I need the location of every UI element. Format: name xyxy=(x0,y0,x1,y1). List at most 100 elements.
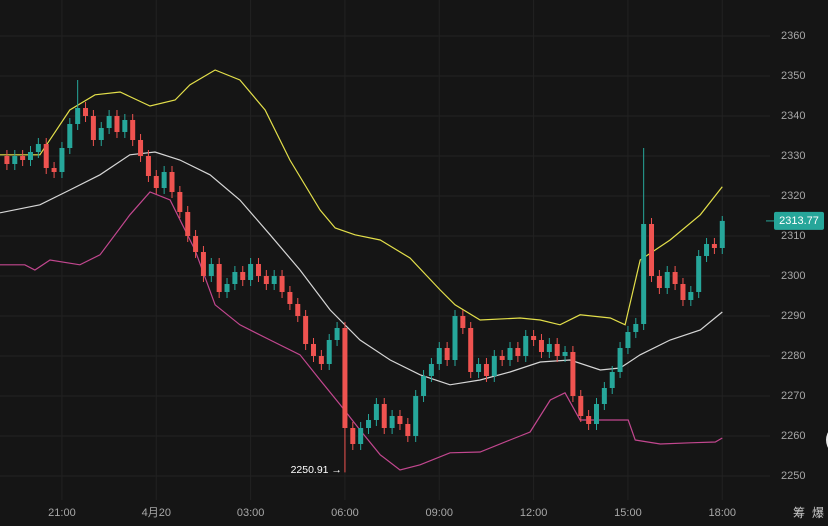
candle-body xyxy=(672,272,678,284)
y-tick-label: 2270 xyxy=(781,390,805,402)
candle-body xyxy=(310,344,316,356)
candle-body xyxy=(263,276,269,284)
candle-body xyxy=(601,388,607,404)
candle-body xyxy=(491,356,497,376)
candle-body xyxy=(12,156,18,164)
candle-body xyxy=(664,272,670,288)
candle-body xyxy=(633,324,639,332)
candle-body xyxy=(507,348,513,360)
candle-body xyxy=(153,176,159,188)
candle-body xyxy=(216,264,222,292)
y-tick-label: 2340 xyxy=(781,110,805,122)
candle-body xyxy=(185,212,191,236)
candle-body xyxy=(656,276,662,288)
candle-body xyxy=(177,192,183,212)
candle-body xyxy=(122,120,128,132)
candle-body xyxy=(680,284,686,300)
y-tick-label: 2330 xyxy=(781,150,805,162)
candle-body xyxy=(586,416,592,424)
candle-body xyxy=(130,120,136,140)
y-tick-label: 2310 xyxy=(781,230,805,242)
candle-body xyxy=(318,356,324,364)
y-tick-label: 2350 xyxy=(781,70,805,82)
x-tick-label: 21:00 xyxy=(48,507,76,519)
band-line xyxy=(0,191,723,471)
candle-body xyxy=(287,292,293,304)
candle-body xyxy=(145,156,151,176)
candle-body xyxy=(59,148,65,172)
x-tick-label: 03:00 xyxy=(237,507,265,519)
candle-body xyxy=(43,144,49,168)
x-tick-label: 09:00 xyxy=(426,507,454,519)
y-tick-label: 2280 xyxy=(781,350,805,362)
candle-body xyxy=(240,272,246,280)
candle-body xyxy=(649,224,655,276)
candle-body xyxy=(334,328,340,340)
candle-body xyxy=(593,404,599,424)
candle-body xyxy=(397,416,403,424)
candle-body xyxy=(452,316,458,360)
candle-body xyxy=(98,128,104,140)
candle-body xyxy=(208,264,214,276)
low-annotation: 2250.91 → xyxy=(291,464,342,476)
price-tag xyxy=(774,211,824,230)
candle-body xyxy=(625,332,631,348)
candle-body xyxy=(342,328,348,428)
candle-body xyxy=(358,428,364,444)
candle-body xyxy=(688,292,694,300)
band-line xyxy=(0,151,723,386)
band-line xyxy=(0,69,723,326)
candle-body xyxy=(538,340,544,352)
candle-body xyxy=(366,420,372,428)
x-tick-label: 15:00 xyxy=(614,507,642,519)
candle-body xyxy=(75,108,81,124)
y-tick-label: 2320 xyxy=(781,190,805,202)
candle-body xyxy=(562,352,568,356)
candle-body xyxy=(704,244,710,256)
candle-body xyxy=(106,116,112,128)
candle-body xyxy=(413,396,419,436)
candle-body xyxy=(719,220,725,248)
candle-body xyxy=(428,364,434,376)
candle-body xyxy=(554,344,560,356)
candle-body xyxy=(193,236,199,252)
candle-body xyxy=(326,340,332,364)
y-tick-label: 2300 xyxy=(781,270,805,282)
candle-body xyxy=(483,364,489,376)
candle-body xyxy=(114,116,120,132)
x-tick-label: 12:00 xyxy=(520,507,548,519)
candle-body xyxy=(83,108,89,116)
candle-body xyxy=(232,272,238,284)
y-tick-label: 2360 xyxy=(781,30,805,42)
y-tick-label: 2290 xyxy=(781,310,805,322)
y-tick-label: 2260 xyxy=(781,430,805,442)
price-tag-label: 2313.77 xyxy=(779,215,819,227)
candle-body xyxy=(51,168,57,172)
candle-body xyxy=(641,224,647,324)
candle-body xyxy=(224,284,230,292)
plot xyxy=(0,69,725,473)
x-tick-label: 18:00 xyxy=(709,507,737,519)
candle-body xyxy=(271,276,277,284)
candle-body xyxy=(303,316,309,344)
candle-body xyxy=(515,348,521,356)
candle-body xyxy=(255,264,261,276)
candle-body xyxy=(295,304,301,316)
candle-body xyxy=(609,372,615,388)
candle-body xyxy=(381,404,387,428)
candle-body xyxy=(617,348,623,372)
candle-body xyxy=(696,256,702,292)
candle-body xyxy=(711,244,717,248)
candle-body xyxy=(248,264,254,280)
x-tick-label: 4月20 xyxy=(142,507,171,519)
candle-body xyxy=(20,156,26,160)
candle-body xyxy=(531,336,537,340)
candle-body xyxy=(28,152,34,160)
candle-body xyxy=(476,364,482,372)
candle-body xyxy=(169,172,175,192)
toolbar-item: 筹 xyxy=(793,506,805,520)
candle-body xyxy=(460,316,466,328)
candle-body xyxy=(436,348,442,364)
candle-body xyxy=(421,376,427,396)
